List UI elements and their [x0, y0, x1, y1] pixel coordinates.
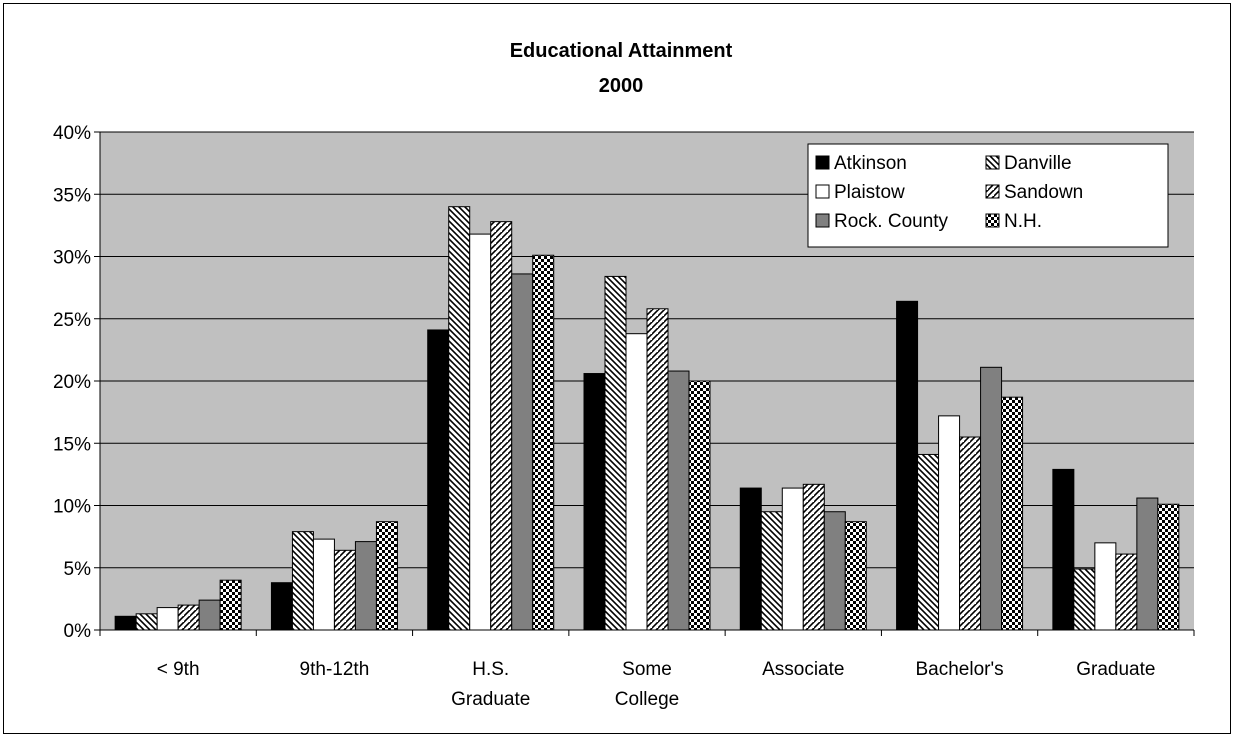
bar-sandown-4: [802, 483, 825, 631]
legend-swatch: [985, 155, 1000, 170]
bar-plaistow-5: [938, 415, 961, 631]
bar-rock-county-5: [980, 366, 1003, 631]
legend-label: Plaistow: [834, 182, 905, 203]
y-tick-label: 30%: [53, 248, 91, 269]
bar-atkinson-5: [896, 300, 919, 631]
legend-label: Atkinson: [834, 153, 907, 174]
bar-plaistow-3: [625, 333, 648, 631]
legend-swatch: [985, 213, 1000, 228]
bar-danville-2: [448, 206, 471, 631]
bar-rock-county-6: [1136, 497, 1159, 631]
legend-label: N.H.: [1004, 211, 1042, 232]
chart-title: Educational Attainment: [510, 40, 733, 62]
y-tick-label: 5%: [64, 559, 92, 580]
y-tick-label: 35%: [53, 185, 91, 206]
bar-sandown-3: [646, 308, 669, 631]
bar-atkinson-0: [114, 615, 137, 631]
bar-plaistow-2: [469, 233, 492, 631]
bar-atkinson-6: [1052, 468, 1075, 631]
bar-plaistow-4: [781, 487, 804, 631]
bar-danville-1: [291, 531, 314, 631]
bar-danville-6: [1073, 568, 1096, 631]
y-tick-label: 15%: [53, 434, 91, 455]
bar-atkinson-1: [270, 582, 293, 631]
y-tick-label: 40%: [53, 123, 91, 144]
bar-rock-county-1: [354, 541, 377, 631]
bar-n-h-6: [1157, 503, 1180, 631]
bar-rock-county-4: [823, 511, 846, 631]
legend-label: Sandown: [1004, 182, 1083, 203]
bar-danville-3: [604, 275, 627, 631]
bar-sandown-5: [959, 436, 982, 631]
chart-subtitle: 2000: [599, 75, 644, 97]
legend-swatch: [815, 213, 830, 228]
bar-sandown-6: [1115, 553, 1138, 631]
y-tick-label: 0%: [64, 621, 92, 642]
bar-atkinson-2: [427, 329, 450, 631]
bar-danville-0: [135, 613, 158, 631]
legend: Atkinson Danville Plaistow Sandown Rock. Cou…: [807, 143, 1169, 248]
y-tick-label: 10%: [53, 497, 91, 518]
bar-rock-county-3: [667, 370, 690, 631]
bar-plaistow-0: [156, 607, 179, 631]
bar-n-h-3: [688, 380, 711, 631]
x-category-label: H.S.: [472, 659, 509, 680]
bar-sandown-2: [490, 221, 513, 631]
x-category-label: Bachelor's: [916, 659, 1004, 680]
bar-plaistow-6: [1094, 542, 1117, 631]
bar-n-h-4: [844, 521, 867, 631]
x-category-label: Graduate: [451, 689, 530, 710]
y-tick-label: 20%: [53, 372, 91, 393]
bar-chart: Educational Attainment 2000 0% 5% 10% 15% 20…: [53, 40, 1195, 710]
bar-plaistow-1: [312, 538, 335, 631]
bar-n-h-5: [1001, 396, 1024, 631]
x-category-label: Graduate: [1076, 659, 1155, 680]
x-category-label: College: [615, 689, 679, 710]
bar-atkinson-4: [739, 487, 762, 631]
legend-swatch: [815, 184, 830, 199]
x-category-label: Some: [622, 659, 672, 680]
x-category-label: 9th-12th: [300, 659, 370, 680]
bar-rock-county-0: [198, 599, 221, 631]
legend-swatch: [985, 184, 1000, 199]
bar-sandown-0: [177, 604, 200, 631]
bar-danville-5: [917, 453, 940, 631]
x-category-label: < 9th: [157, 659, 200, 680]
legend-swatch: [815, 155, 830, 170]
legend-label: Rock. County: [834, 211, 949, 232]
chart-frame: Educational Attainment 2000 0% 5% 10% 15% 20…: [3, 3, 1231, 734]
y-tick-label: 25%: [53, 310, 91, 331]
bar-n-h-0: [219, 579, 242, 631]
bar-n-h-2: [532, 254, 555, 631]
x-category-label: Associate: [762, 659, 844, 680]
bar-sandown-1: [333, 549, 356, 631]
bar-danville-4: [760, 511, 783, 631]
bar-rock-county-2: [511, 273, 534, 631]
bar-atkinson-3: [583, 373, 606, 631]
bar-n-h-1: [375, 521, 398, 631]
legend-label: Danville: [1004, 153, 1072, 174]
